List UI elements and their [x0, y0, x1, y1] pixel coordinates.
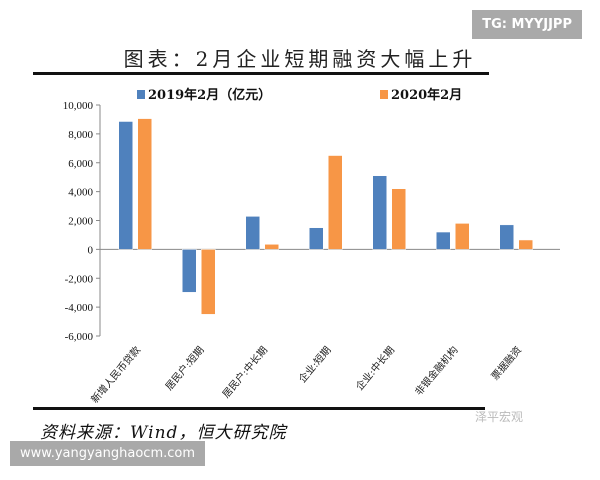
watermark-bottom: www.yangyanghaocm.com	[10, 441, 206, 466]
chart-title: 图表：2月企业短期融资大幅上升	[123, 47, 477, 71]
x-tick-label: 非银金融机构	[412, 344, 461, 398]
bar	[182, 249, 197, 293]
bar	[118, 121, 133, 250]
bar	[518, 239, 533, 250]
y-tick-label: 10,000	[63, 100, 94, 112]
source-note: 资料来源：Wind，恒大研究院	[40, 423, 287, 443]
legend-item-2019: 2019年2月（亿元）	[137, 84, 271, 103]
bar	[201, 249, 216, 315]
y-tick-label: -4,000	[65, 302, 94, 314]
bar	[328, 155, 343, 250]
bar	[137, 118, 152, 250]
legend-item-2020: 2020年2月	[380, 84, 462, 103]
bar	[499, 224, 514, 250]
y-tick-label: 4,000	[68, 187, 93, 199]
bar	[245, 216, 260, 250]
y-tick-label: 0	[88, 244, 94, 256]
x-tick-label: 居民户:短期	[162, 344, 206, 393]
legend-label: 2020年2月	[391, 88, 463, 103]
bar	[436, 231, 451, 250]
bar	[455, 223, 470, 250]
y-tick-label: -2,000	[65, 273, 94, 285]
x-tick-label: 企业:中长期	[353, 344, 397, 393]
wechat-watermark: 泽平宏观	[475, 410, 524, 424]
x-tick-label: 居民户:中长期	[219, 344, 270, 401]
watermark-top: TG: MYYJJPP	[472, 10, 582, 39]
bar	[264, 244, 279, 250]
legend-label: 2019年2月（亿元）	[148, 88, 272, 103]
legend-swatch	[380, 90, 388, 99]
x-tick-label: 新增人民币贷款	[88, 344, 143, 406]
bar	[309, 227, 324, 250]
title-rule	[33, 72, 489, 75]
y-tick-label: 2,000	[68, 216, 93, 228]
y-tick-label: 6,000	[68, 158, 93, 170]
source-rule	[33, 407, 485, 410]
bar	[391, 188, 406, 250]
bar	[372, 175, 387, 250]
x-tick-label: 票据融资	[488, 344, 524, 383]
x-tick-label: 企业:短期	[296, 344, 334, 386]
y-tick-label: 8,000	[68, 129, 93, 141]
y-tick-label: -6,000	[65, 331, 94, 343]
legend-swatch	[137, 90, 145, 99]
